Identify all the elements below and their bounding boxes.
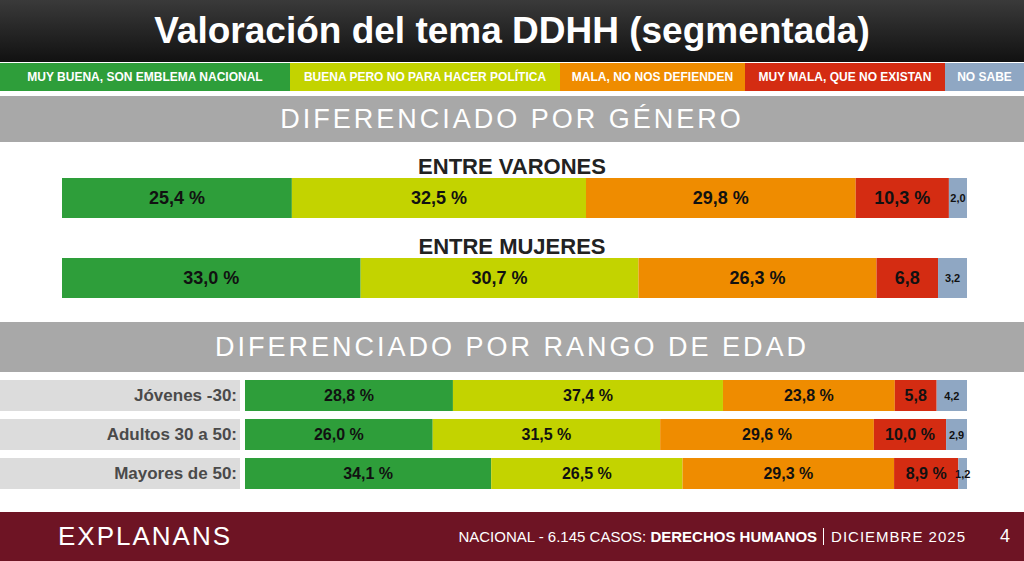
- svg-text:37,4 %: 37,4 %: [563, 387, 613, 404]
- svg-text:4,2: 4,2: [944, 390, 959, 402]
- html-text:DIFERENCIADO POR RANGO DE EDAD: DIFERENCIADO POR RANGO DE EDAD: [215, 332, 809, 362]
- svg-text:1,2: 1,2: [955, 468, 970, 480]
- html-text:BUENA PERO NO PARA HACER POLÍT: BUENA PERO NO PARA HACER POLÍTICA: [303, 70, 547, 84]
- html-text:MALA, NO NOS DEFIENDEN: MALA, NO NOS DEFIENDEN: [571, 70, 734, 84]
- html-text:NACIONAL - 6.145 CASOS: DERECH: NACIONAL - 6.145 CASOS: DERECHOS HUMANOS: [458, 528, 818, 545]
- svg-text:28,8 %: 28,8 %: [324, 387, 374, 404]
- html-text:4: 4: [1000, 526, 1010, 546]
- svg-text:29,3 %: 29,3 %: [763, 465, 813, 482]
- svg-text:25,4 %: 25,4 %: [149, 188, 205, 208]
- html-text:MUY BUENA, SON EMBLEMA NACIONA: MUY BUENA, SON EMBLEMA NACIONAL: [27, 70, 263, 84]
- svg-text:31,5 %: 31,5 %: [522, 426, 572, 443]
- svg-text:Jóvenes -30:: Jóvenes -30:: [134, 386, 237, 405]
- svg-text:3,2: 3,2: [945, 272, 960, 284]
- svg-text:23,8 %: 23,8 %: [784, 387, 834, 404]
- svg-text:32,5 %: 32,5 %: [411, 188, 467, 208]
- svg-text:2,9: 2,9: [949, 429, 964, 441]
- svg-text:29,6 %: 29,6 %: [742, 426, 792, 443]
- svg-text:10,3 %: 10,3 %: [874, 188, 930, 208]
- svg-text:26,0 %: 26,0 %: [314, 426, 364, 443]
- svg-text:30,7 %: 30,7 %: [472, 268, 528, 288]
- svg-text:33,0 %: 33,0 %: [183, 268, 239, 288]
- html-text:MUY MALA, QUE NO EXISTAN: MUY MALA, QUE NO EXISTAN: [758, 70, 932, 84]
- svg-text:5,8: 5,8: [905, 387, 927, 404]
- svg-text:26,3 %: 26,3 %: [729, 268, 785, 288]
- html-text:DICIEMBRE 2025: DICIEMBRE 2025: [831, 528, 966, 545]
- svg-text:8,9 %: 8,9 %: [906, 465, 947, 482]
- html-text:Valoración del tema DDHH (segm: Valoración del tema DDHH (segmentada): [154, 10, 870, 51]
- svg-text:34,1 %: 34,1 %: [343, 465, 393, 482]
- svg-text:ENTRE VARONES: ENTRE VARONES: [418, 154, 606, 179]
- svg-text:2,0: 2,0: [950, 192, 965, 204]
- svg-text:Mayores de 50:: Mayores de 50:: [114, 464, 237, 483]
- svg-text:10,0 %: 10,0 %: [885, 426, 935, 443]
- html-text:DIFERENCIADO POR GÉNERO: DIFERENCIADO POR GÉNERO: [280, 104, 744, 134]
- svg-text:26,5 %: 26,5 %: [562, 465, 612, 482]
- svg-text:6,8: 6,8: [895, 268, 920, 288]
- html-text:EXPLANANS: EXPLANANS: [58, 521, 233, 551]
- svg-text:ENTRE MUJERES: ENTRE MUJERES: [418, 234, 605, 259]
- html-text:NO SABE: NO SABE: [957, 70, 1012, 84]
- svg-text:Adultos 30 a 50:: Adultos 30 a 50:: [107, 425, 237, 444]
- svg-text:29,8 %: 29,8 %: [693, 188, 749, 208]
